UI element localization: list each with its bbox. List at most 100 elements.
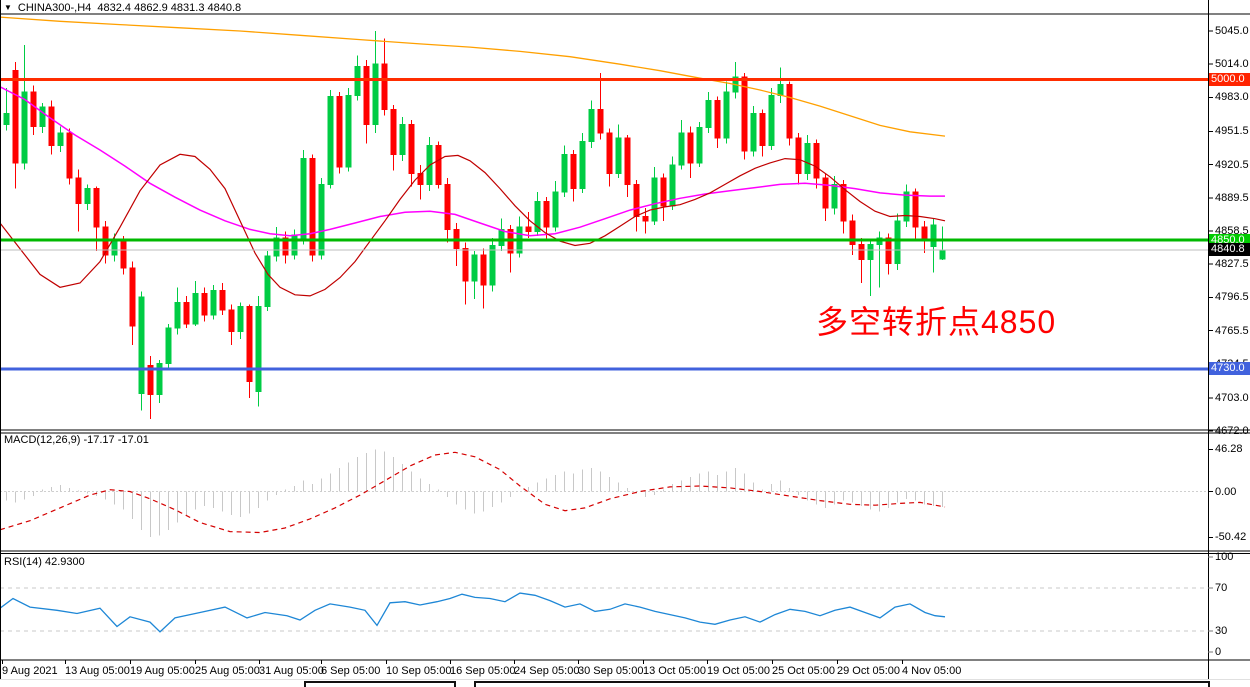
candle-body: [345, 94, 352, 168]
candle-body: [12, 70, 19, 164]
candle-body: [642, 216, 649, 222]
symbol-period-label: CHINA300-,H4: [17, 2, 92, 14]
candle-body: [714, 100, 721, 139]
time-axis-label: 31 Aug 05:00: [259, 665, 324, 677]
time-axis-label: 10 Sep 05:00: [386, 665, 452, 677]
ma-fast-red-line: [0, 153, 946, 297]
rsi-axis-label: 100: [1215, 551, 1234, 563]
candle-body: [291, 234, 298, 256]
candle-body: [246, 306, 253, 383]
time-axis-label: 29 Oct 05:00: [837, 665, 900, 677]
candle-body: [633, 183, 640, 218]
candle-body: [894, 220, 901, 265]
candle-body: [777, 84, 784, 96]
bottom-cell-2: [474, 681, 1210, 687]
price-axis-label: 4889.5: [1215, 191, 1249, 204]
price-badge-resistance: 5000.0: [1209, 72, 1250, 86]
candle-body: [660, 177, 667, 207]
candle-body: [606, 132, 613, 175]
candle-body: [498, 228, 505, 246]
candle-body: [849, 220, 856, 245]
time-axis-label: 6 Sep 05:00: [321, 665, 381, 677]
candle-body: [48, 106, 55, 147]
candle-body: [930, 224, 937, 248]
rsi-axis-label: 0: [1215, 646, 1222, 658]
time-axis-label: 25 Aug 05:00: [195, 665, 260, 677]
symbol-dropdown-icon[interactable]: ▼: [4, 3, 12, 12]
candle-body: [309, 158, 316, 256]
price-axis-label: 4672.0: [1215, 425, 1249, 437]
price-axis-label: 4827.5: [1215, 258, 1249, 271]
candle-body: [435, 145, 442, 185]
candle-body: [939, 249, 946, 260]
candle-body: [696, 127, 703, 164]
rsi-indicator-label: RSI(14) 42.9300: [4, 556, 85, 568]
candle-body: [624, 137, 631, 185]
candle-body: [138, 296, 145, 394]
candle-body: [867, 243, 874, 260]
candle-body: [489, 244, 496, 286]
candle-body: [795, 137, 802, 175]
candle-body: [228, 309, 235, 332]
price-axis-label: 4951.5: [1215, 125, 1249, 138]
candle-body: [786, 84, 793, 139]
candle-body: [129, 267, 136, 327]
price-axis-label: 4983.0: [1215, 91, 1249, 104]
chart-title: ▼ CHINA300-,H4 4832.4 4862.9 4831.3 4840.…: [4, 1, 241, 15]
candle-body: [39, 106, 46, 127]
candle-body: [687, 132, 694, 164]
candle-body: [759, 113, 766, 147]
ma-slow-orange-line: [0, 16, 946, 137]
candle-body: [597, 108, 604, 134]
candle-body: [381, 63, 388, 110]
candle-body: [336, 95, 343, 168]
candle-body: [21, 91, 28, 164]
candle-body: [705, 100, 712, 129]
candle-body: [30, 91, 37, 127]
candle-body: [840, 183, 847, 222]
time-axis-label: 19 Oct 05:00: [707, 665, 770, 677]
candle-body: [300, 158, 307, 241]
candle-body: [390, 108, 397, 155]
time-axis-label: 13 Oct 05:00: [643, 665, 706, 677]
candle-body: [651, 177, 658, 222]
candle-body: [363, 65, 370, 125]
candle-body: [165, 327, 172, 364]
price-axis-label: 4765.5: [1215, 324, 1249, 337]
candle-body: [282, 237, 289, 256]
candle-body: [75, 177, 82, 205]
candle-body: [831, 183, 838, 209]
candle-body: [768, 94, 775, 147]
candle-body: [120, 239, 127, 269]
time-axis-label: 19 Aug 05:00: [130, 665, 195, 677]
candle-body: [237, 306, 244, 332]
candle-body: [183, 301, 190, 325]
candle-body: [66, 132, 73, 179]
candle-body: [615, 137, 622, 175]
price-axis-label: 4796.5: [1215, 291, 1249, 304]
candle-body: [372, 63, 379, 125]
candle-body: [543, 201, 550, 228]
candle-body: [480, 254, 487, 286]
candle-body: [93, 188, 100, 228]
macd-axis-label: 46.28: [1215, 443, 1243, 456]
candle-body: [264, 255, 271, 308]
candle-body: [57, 132, 64, 147]
candle-body: [741, 76, 748, 152]
candle-body: [552, 191, 559, 228]
candle-body: [570, 153, 577, 190]
rsi-axis-label: 30: [1215, 624, 1228, 637]
candle-body: [111, 239, 118, 256]
macd-axis-label: 0.00: [1215, 485, 1237, 498]
candle-body: [273, 237, 280, 257]
candle-body: [156, 362, 163, 396]
price-badge-current-price: 4840.8: [1209, 243, 1250, 257]
chart-text-annotation[interactable]: 多空转折点4850: [816, 304, 1057, 340]
candle-body: [318, 183, 325, 256]
candle-body: [3, 113, 10, 125]
macd-indicator-label: MACD(12,26,9) -17.17 -17.01: [4, 434, 149, 446]
rsi-axis-label: 70: [1215, 581, 1228, 594]
candle-body: [408, 123, 415, 175]
